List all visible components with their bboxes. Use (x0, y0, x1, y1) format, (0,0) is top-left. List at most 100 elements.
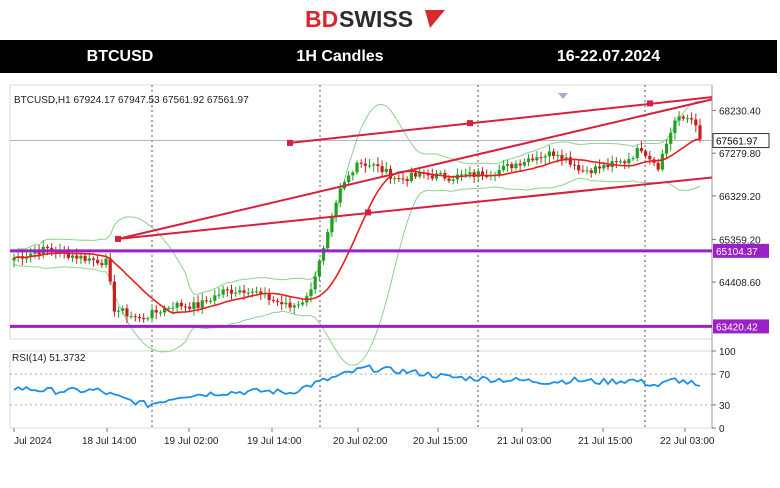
header-symbol: BTCUSD (86, 48, 154, 65)
candle-body (426, 174, 430, 176)
x-tick-label: 21 Jul 15:00 (578, 436, 633, 447)
channel-base-line (117, 176, 713, 240)
candle-body (255, 291, 259, 293)
candle-body (317, 260, 321, 277)
candle-body (380, 166, 384, 173)
candle-body (296, 304, 301, 306)
candle-body (405, 178, 409, 182)
candle-body (79, 255, 83, 259)
candle-body (246, 292, 250, 294)
candle-body (229, 289, 234, 294)
candle-body (33, 252, 37, 254)
candle-body (685, 118, 690, 120)
chart-header-bar: BTCUSD 1H Candles 16-22.07.2024 (0, 40, 777, 73)
candle-body (568, 157, 572, 165)
candle-body (330, 217, 334, 233)
candle-body (154, 309, 158, 313)
candle-body (577, 165, 581, 171)
candle-body (505, 164, 510, 166)
candle-body (37, 252, 41, 255)
x-tick-label: 18 Jul 14:00 (82, 436, 137, 447)
candle-body (334, 202, 338, 218)
candle-body (434, 173, 439, 179)
candle-body (556, 155, 560, 157)
rsi-pane-frame (9, 350, 713, 429)
current-price-tag-label: 67561.97 (716, 137, 758, 148)
candle-body (464, 174, 468, 176)
candle-body (91, 258, 96, 260)
level-tag-box (713, 243, 769, 258)
period-marker-icon (558, 93, 568, 99)
candle-body (531, 158, 535, 161)
candle-body (631, 157, 635, 160)
candle-body (238, 290, 242, 293)
candle-body (572, 164, 577, 166)
candle-body (551, 151, 556, 156)
candle-body (526, 158, 531, 162)
channel-anchor-point (467, 120, 473, 127)
candle-body (313, 276, 317, 290)
header-timeframe: 1H Candles (296, 48, 384, 65)
candle-body (677, 116, 681, 121)
candle-body (581, 170, 585, 172)
candle-body (401, 178, 405, 180)
price-tick-label: 67279.80 (719, 149, 761, 160)
level-tag-label: 63420.42 (716, 322, 758, 333)
candle-body (142, 317, 146, 320)
candle-body (200, 300, 204, 308)
candle-body (133, 316, 137, 318)
candle-body (543, 156, 547, 158)
brand-logo: BD SWISS (0, 4, 780, 36)
candle-body (593, 166, 598, 174)
rsi-tick-label: 100 (719, 347, 736, 358)
rsi-line (13, 364, 701, 409)
logo-bd-text: BD (305, 6, 338, 32)
logo-triangle-icon (425, 10, 445, 28)
candle-body (372, 164, 376, 166)
candle-body (225, 289, 229, 291)
price-tick-label: 65359.20 (719, 235, 761, 246)
candle-body (275, 300, 280, 303)
candle-body (535, 157, 539, 161)
candle-body (376, 164, 380, 167)
logo-swiss-text: SWISS (339, 6, 413, 32)
candle-body (150, 309, 154, 319)
channel-anchor-point (287, 139, 293, 146)
candle-body (116, 310, 121, 312)
channel-upper-line (289, 96, 713, 144)
x-tick-label: Jul 2024 (14, 436, 52, 447)
rsi-tick-label: 70 (719, 370, 731, 381)
bollinger-upper-band (13, 101, 701, 295)
candle-body (351, 172, 355, 176)
candle-body (480, 171, 485, 176)
candle-body (447, 178, 451, 181)
candle-body (347, 175, 351, 183)
candle-body (104, 258, 108, 266)
x-tick-label: 20 Jul 15:00 (413, 436, 468, 447)
candle-body (267, 292, 271, 300)
bollinger-lower-band (13, 177, 701, 366)
candle-body (648, 155, 652, 160)
candle-body (242, 290, 246, 293)
candle-body (388, 168, 393, 179)
candle-body (12, 257, 16, 261)
candle-body (83, 255, 87, 261)
channel-lower-line (117, 98, 713, 240)
candle-body (623, 161, 627, 164)
candle-body (183, 306, 188, 308)
candle-body (292, 305, 296, 308)
candle-body (146, 318, 150, 320)
candle-body (539, 157, 543, 159)
candle-body (497, 169, 501, 175)
candle-body (585, 170, 589, 172)
channel-anchor-point (647, 100, 653, 107)
candle-body (188, 306, 192, 309)
price-info-label: BTCUSD,H1 67924.17 67947.53 67561.92 675… (14, 95, 249, 106)
candle-body (125, 308, 129, 317)
x-tick-label: 22 Jul 03:00 (660, 436, 715, 447)
candle-body (321, 248, 326, 261)
candle-body (112, 281, 116, 312)
candle-body (158, 312, 163, 314)
candle-body (309, 289, 313, 297)
current-price-tag-box (712, 133, 770, 149)
